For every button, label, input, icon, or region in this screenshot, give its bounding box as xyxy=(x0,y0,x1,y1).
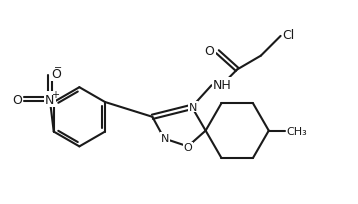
Text: O: O xyxy=(52,68,62,81)
Text: N: N xyxy=(161,133,169,143)
Text: NH: NH xyxy=(213,78,231,91)
Text: +: + xyxy=(51,90,59,100)
Text: N: N xyxy=(45,93,54,106)
Text: −: − xyxy=(54,63,62,73)
Text: N: N xyxy=(189,102,197,112)
Text: CH₃: CH₃ xyxy=(286,126,307,136)
Text: O: O xyxy=(12,93,22,106)
Text: Cl: Cl xyxy=(282,29,295,42)
Text: O: O xyxy=(184,143,192,153)
Text: O: O xyxy=(205,45,214,58)
